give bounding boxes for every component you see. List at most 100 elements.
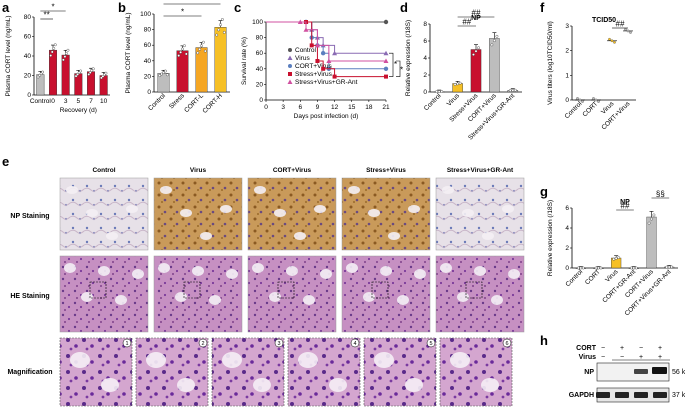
y-tick-label: 0	[259, 97, 263, 104]
data-point	[474, 49, 478, 53]
legend-marker	[288, 72, 292, 76]
data-point	[665, 265, 669, 269]
sig-label: *	[394, 60, 397, 69]
data-point	[182, 44, 186, 48]
wb-band-kda: 56 kDa	[672, 369, 685, 376]
series-marker	[326, 58, 332, 63]
alveolar-space	[253, 378, 271, 392]
data-point	[74, 74, 78, 78]
data-point	[576, 97, 579, 100]
y-axis-label: Relative expression (/18S)	[547, 200, 554, 276]
series-marker	[309, 43, 314, 48]
wb-condition-mark: +	[658, 354, 662, 361]
series-marker	[332, 50, 338, 56]
alveolar-space	[303, 295, 315, 305]
wb-band	[634, 392, 648, 398]
data-point	[667, 265, 671, 269]
y-tick-label: 1	[565, 72, 569, 79]
data-point	[65, 52, 68, 55]
alveolar-space	[274, 209, 286, 217]
sig-bracket	[389, 52, 394, 77]
x-tick-label: CORT	[584, 268, 602, 286]
panel-letter-h: h	[540, 333, 548, 348]
x-tick-label: 10	[100, 98, 108, 105]
alveolar-space	[298, 352, 318, 368]
wb-band-label: GAPDH	[569, 392, 594, 399]
bar	[646, 216, 657, 269]
data-point	[222, 31, 226, 34]
series-marker	[315, 59, 320, 63]
wb-condition-mark: −	[620, 354, 624, 361]
data-point	[50, 50, 54, 54]
wb-band	[652, 367, 667, 374]
data-point	[453, 83, 457, 86]
alveolar-space	[146, 352, 166, 368]
alveolar-space	[314, 205, 326, 213]
data-point	[158, 74, 162, 77]
alveolar-space	[374, 352, 394, 368]
panel-letter-c: c	[234, 0, 241, 15]
data-point	[41, 70, 45, 74]
legend-label: Control	[295, 47, 317, 54]
alveolar-space	[220, 205, 232, 213]
series-marker	[321, 66, 326, 71]
zoom-box	[183, 281, 201, 299]
alveolar-space	[101, 378, 119, 392]
legend-label: Stress+Virus	[295, 71, 333, 78]
y-axis-label: Virus titers (log10TCID50/ml)	[547, 21, 554, 105]
alveolar-space	[442, 186, 454, 194]
panel-letter-b: b	[118, 0, 126, 15]
data-point	[597, 266, 600, 270]
series-marker	[332, 74, 337, 79]
y-tick-label: 6	[565, 205, 569, 212]
data-point	[652, 213, 656, 217]
data-point	[79, 69, 83, 73]
data-point	[66, 48, 70, 52]
data-point	[215, 33, 219, 37]
data-point	[91, 67, 95, 71]
chart-f: 0 1 2 3 Virus titers (log10TCID50/ml) TCID50 C…	[547, 17, 636, 131]
panel-letter-g: g	[540, 184, 548, 199]
sig-label: ##	[621, 202, 630, 211]
alveolar-space	[414, 269, 426, 279]
y-tick-label: 80	[24, 14, 32, 21]
data-point	[492, 39, 496, 42]
x-tick-label: 6	[298, 104, 302, 111]
magnification-number-circle	[274, 338, 284, 348]
magnification-number: 5	[429, 341, 432, 347]
wb-condition-mark: +	[658, 345, 662, 352]
histology-row-label: NP Staining	[10, 213, 49, 220]
data-point	[458, 81, 462, 85]
alveolar-space	[64, 263, 76, 273]
y-tick-label: 6	[423, 38, 427, 45]
alveolar-space	[252, 263, 264, 273]
data-point	[578, 98, 582, 102]
data-point	[670, 265, 673, 269]
data-point	[52, 46, 56, 50]
data-point	[219, 23, 222, 27]
data-point	[610, 39, 614, 43]
y-tick-label: 40	[24, 53, 32, 60]
data-point	[597, 100, 600, 103]
histology-column-label: Stress+Virus	[366, 167, 406, 174]
y-tick-label: 4	[565, 225, 569, 232]
alveolar-space	[329, 378, 347, 392]
magnification-number-circle	[350, 338, 360, 348]
y-tick-label: 20	[256, 81, 264, 88]
series-line	[266, 21, 386, 62]
wb-band-label: NP	[584, 369, 594, 376]
y-axis-label: Plasma CORT level (ng/mL)	[125, 12, 132, 93]
data-point	[477, 46, 480, 50]
magnification-image	[439, 337, 513, 407]
series-marker	[303, 27, 309, 32]
wb-band	[596, 392, 610, 398]
panel-letter-f: f	[540, 0, 545, 15]
x-tick-label: 7	[89, 98, 93, 105]
y-tick-label: 80	[144, 27, 152, 34]
alveolar-space	[405, 378, 423, 392]
magnification-number-circle	[502, 338, 512, 348]
alveolar-space	[180, 209, 192, 217]
